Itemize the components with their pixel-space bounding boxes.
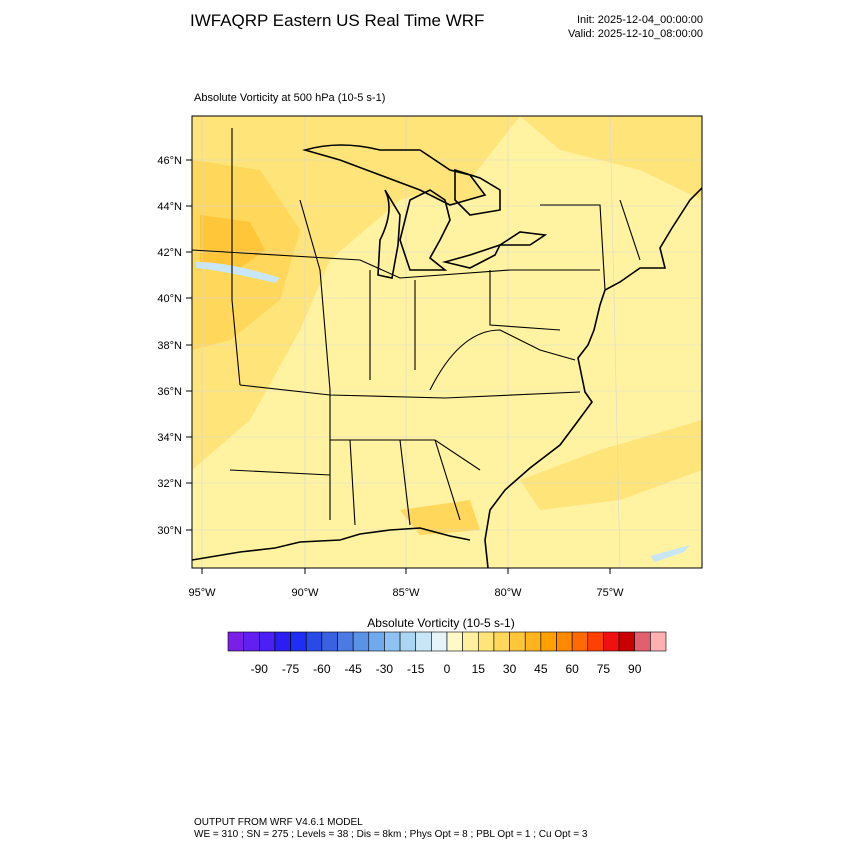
colorbar-title: Absolute Vorticity (10-5 s-1) xyxy=(367,616,514,630)
field-contour xyxy=(520,420,702,510)
lat-label: 42°N xyxy=(157,247,182,259)
colorbar-box xyxy=(337,631,354,652)
footer-line: WE = 310 ; SN = 275 ; Levels = 38 ; Dis … xyxy=(194,829,588,840)
colorbar-box xyxy=(509,631,526,652)
colorbar-box xyxy=(446,631,463,652)
field-contour xyxy=(650,545,690,562)
colorbar-box xyxy=(477,631,495,652)
lat-label: 38°N xyxy=(157,340,182,352)
state-borders xyxy=(192,128,641,526)
map-title: Absolute Vorticity at 500 hPa (10-5 s-1) xyxy=(194,92,385,104)
lon-label: 85°W xyxy=(392,587,420,599)
colorbar-box xyxy=(618,631,636,652)
colorbar-label: 60 xyxy=(565,662,579,676)
footer-line: OUTPUT FROM WRF V4.6.1 MODEL xyxy=(194,817,363,828)
map-frame xyxy=(191,115,703,569)
colorbar-box xyxy=(399,631,417,652)
lat-label: 36°N xyxy=(157,386,182,398)
field-contour xyxy=(400,500,480,535)
colorbar-box xyxy=(415,631,432,652)
colorbar-box xyxy=(556,631,573,652)
lat-label: 34°N xyxy=(157,432,182,444)
title: IWFAQRP Eastern US Real Time WRF xyxy=(190,11,484,30)
colorbar-box xyxy=(634,631,651,652)
lon-label: 75°W xyxy=(596,587,624,599)
colorbar-label: -30 xyxy=(376,662,394,676)
colorbar-box xyxy=(431,631,448,652)
colorbar-box xyxy=(243,631,260,652)
colorbar-box xyxy=(290,631,307,652)
colorbar-box xyxy=(650,631,667,652)
colorbar-box xyxy=(571,631,589,652)
map-axes: 46°N 44°N 42°N 40°N 38°N 36°N 34°N 32°N 30°N 95°W… xyxy=(157,155,624,599)
colorbar-box xyxy=(524,631,542,652)
colorbar-label: 0 xyxy=(444,662,451,676)
colorbar-box xyxy=(258,631,276,652)
field-contour xyxy=(196,262,280,283)
colorbar-box xyxy=(462,631,479,652)
colorbar-label: 30 xyxy=(503,662,517,676)
lon-label: 80°W xyxy=(494,587,522,599)
colorbar-box xyxy=(227,631,244,652)
graticule xyxy=(192,116,702,568)
colorbar-box xyxy=(321,631,338,652)
colorbar-box xyxy=(603,631,620,652)
valid-time: Valid: 2025-12-10_08:00:00 xyxy=(568,28,703,40)
lat-label: 40°N xyxy=(157,293,182,305)
colorbar-label: -60 xyxy=(313,662,331,676)
colorbar-label: 90 xyxy=(628,662,642,676)
colorbar-box xyxy=(352,631,370,652)
colorbar-label: 75 xyxy=(597,662,611,676)
lon-label: 95°W xyxy=(188,587,216,599)
colorbar-box xyxy=(305,631,323,652)
colorbar-label: -15 xyxy=(407,662,425,676)
colorbar-box xyxy=(384,631,401,652)
lon-label: 90°W xyxy=(291,587,319,599)
lat-label: 44°N xyxy=(157,201,182,213)
colorbar-label: 45 xyxy=(534,662,548,676)
init-time: Init: 2025-12-04_00:00:00 xyxy=(577,14,703,26)
lat-label: 32°N xyxy=(157,478,182,490)
colorbar-label: -75 xyxy=(282,662,300,676)
colorbar-box xyxy=(274,631,291,652)
colorbar-box xyxy=(493,631,510,652)
lat-label: 46°N xyxy=(157,155,182,167)
colorbar-label: -45 xyxy=(344,662,362,676)
colorbar-label: -90 xyxy=(251,662,269,676)
coastline xyxy=(192,144,702,568)
colorbar: -90 -75 -60 -45 -30 -15 0 15 30 45 60 75 90 xyxy=(227,631,667,676)
lat-label: 30°N xyxy=(157,525,182,537)
map xyxy=(192,116,702,568)
colorbar-box xyxy=(368,631,385,652)
colorbar-box xyxy=(540,631,557,652)
colorbar-box xyxy=(587,631,604,652)
colorbar-label: 15 xyxy=(472,662,486,676)
